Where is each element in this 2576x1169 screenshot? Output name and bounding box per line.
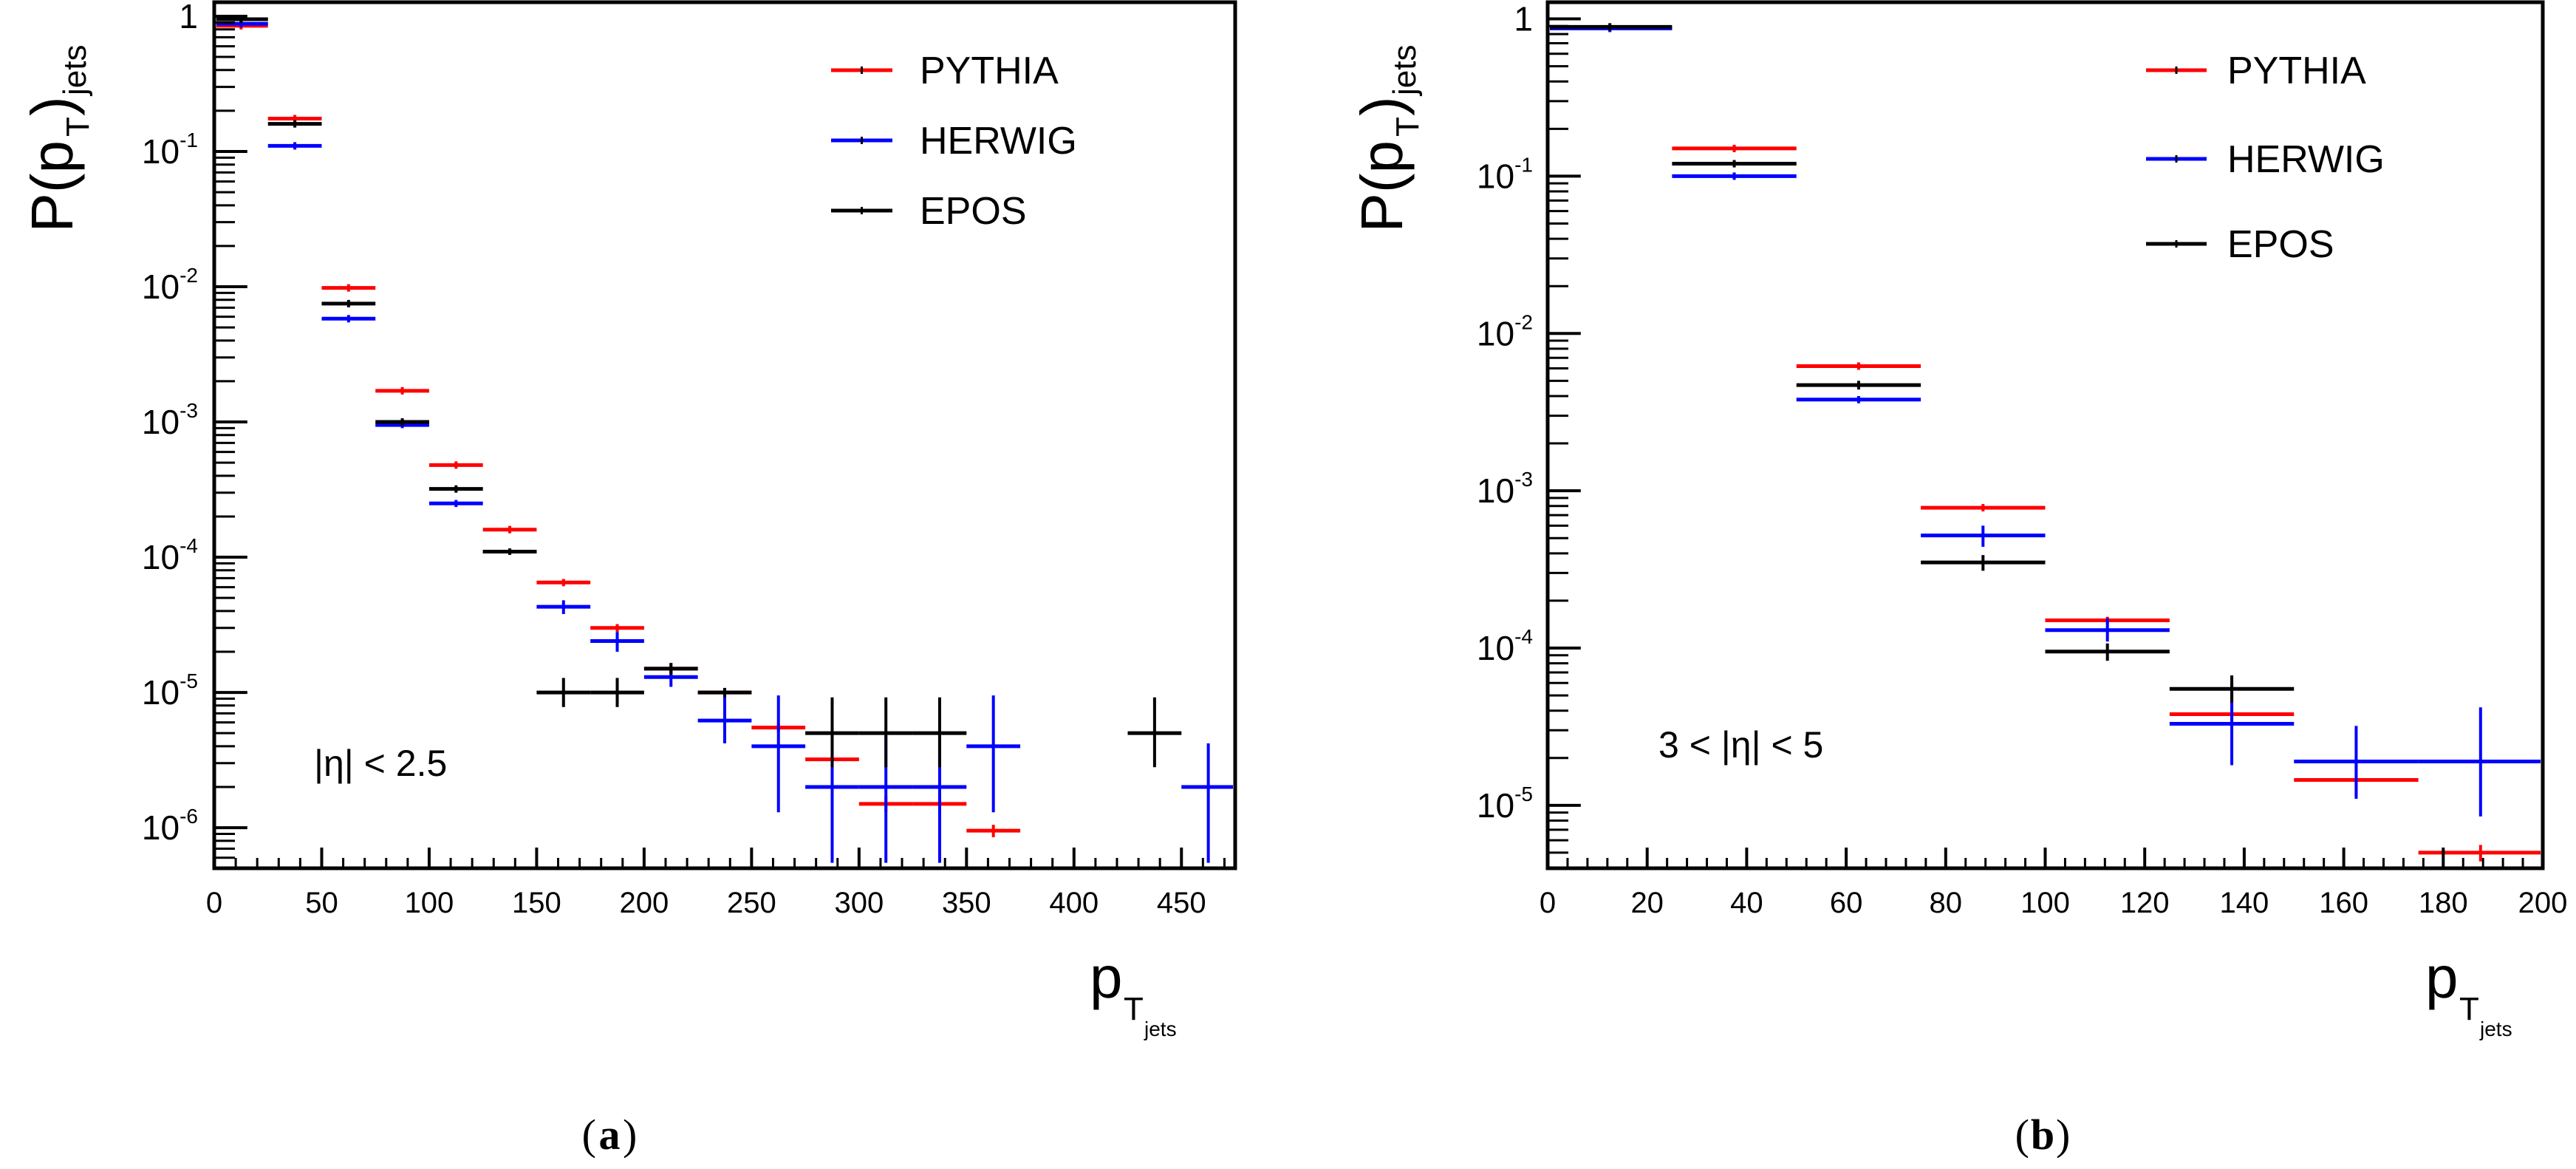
y-label-b-main: P(p <box>1349 140 1415 233</box>
x-tick-label-a-450: 450 <box>1157 887 1206 919</box>
chart-panel-a: 0 50 100 150 200 250 300 350 400 450 1 10-1 10-2 10-3… <box>19 0 1237 1159</box>
y-label-a-main: P(p <box>19 140 85 233</box>
chart-a-data <box>216 16 1233 863</box>
x-tick-label-a-250: 250 <box>727 887 776 919</box>
x-tick-label-b-20: 20 <box>1630 887 1664 919</box>
chart-b-y-axis-label: P(p T ) jets <box>1349 45 1426 233</box>
legend-b-herwig-label: HERWIG <box>2227 138 2385 181</box>
x-tick-label-a-300: 300 <box>834 887 884 919</box>
caption-b-letter: b <box>2031 1111 2054 1159</box>
y-tick-label-a--2: 10-2 <box>142 264 198 306</box>
caption-b: ( b ) <box>2015 1111 2071 1159</box>
x-tick-label-a-150: 150 <box>512 887 561 919</box>
legend-a-epos-label: EPOS <box>920 190 1027 233</box>
y-tick-label-a-0: 1 <box>179 0 198 35</box>
caption-a-open: ( <box>582 1111 596 1159</box>
caption-a: ( a ) <box>582 1111 638 1159</box>
caption-b-close: ) <box>2056 1111 2070 1159</box>
x-tick-label-b-200: 200 <box>2518 887 2568 919</box>
x-tick-label-b-0: 0 <box>1540 887 1556 919</box>
y-label-a-sub: T <box>60 117 96 137</box>
x-tick-label-b-60: 60 <box>1830 887 1863 919</box>
x-tick-label-a-50: 50 <box>305 887 338 919</box>
y-tick-label-b--4: 10-4 <box>1477 625 1533 667</box>
y-tick-label-b--3: 10-3 <box>1477 468 1533 510</box>
y-tick-label-a--5: 10-5 <box>142 669 198 712</box>
chart-b-data <box>1550 23 2541 862</box>
chart-b-x-axis-label: p T jets <box>2425 944 2512 1040</box>
x-label-b-sub: T <box>2459 991 2479 1027</box>
x-tick-label-a-350: 350 <box>942 887 991 919</box>
legend-b-epos-label: EPOS <box>2227 223 2334 266</box>
caption-a-close: ) <box>623 1111 637 1159</box>
x-tick-label-b-180: 180 <box>2419 887 2468 919</box>
x-tick-label-a-400: 400 <box>1049 887 1099 919</box>
y-tick-label-b--1: 10-1 <box>1477 153 1533 195</box>
y-tick-label-a--6: 10-6 <box>142 805 198 847</box>
chart-b-axes: 0 20 40 60 80 100 120 140 160 180 200 1 10-1 10-2 10-3… <box>1477 0 2567 919</box>
chart-a-y-axis-label: P(p T ) jets <box>19 45 96 233</box>
y-label-b-close: ) <box>1349 96 1415 116</box>
y-tick-label-a--4: 10-4 <box>142 534 198 576</box>
legend-b-pythia-label: PYTHIA <box>2227 50 2366 92</box>
x-tick-label-a-200: 200 <box>620 887 669 919</box>
y-tick-label-b--2: 10-2 <box>1477 310 1533 352</box>
legend-a-herwig-label: HERWIG <box>920 120 1077 163</box>
y-tick-label-a--3: 10-3 <box>142 399 198 441</box>
x-label-b-main: p <box>2425 944 2459 1010</box>
chart-panel-b: 0 20 40 60 80 100 120 140 160 180 200 1 10-1 10-2 10-3… <box>1349 0 2567 1159</box>
chart-a-legend: PYTHIA HERWIG EPOS <box>831 50 1077 233</box>
x-tick-label-b-40: 40 <box>1730 887 1763 919</box>
y-label-b-sub: T <box>1390 117 1426 137</box>
y-tick-label-a--1: 10-1 <box>142 129 198 171</box>
chart-b-eta-annotation: 3 < |η| < 5 <box>1658 724 1823 766</box>
caption-a-letter: a <box>599 1111 621 1159</box>
chart-a-x-axis-label: p T jets <box>1090 944 1177 1040</box>
y-tick-label-b--5: 10-5 <box>1477 783 1533 825</box>
x-tick-label-b-120: 120 <box>2120 887 2170 919</box>
legend-a-pythia-label: PYTHIA <box>920 50 1059 92</box>
x-tick-label-b-100: 100 <box>2020 887 2070 919</box>
x-tick-label-b-160: 160 <box>2319 887 2368 919</box>
x-tick-label-b-80: 80 <box>1930 887 1963 919</box>
x-tick-label-b-140: 140 <box>2220 887 2269 919</box>
x-label-a-sub: T <box>1124 991 1144 1027</box>
x-label-b-subsub: jets <box>2479 1018 2512 1040</box>
x-label-a-subsub: jets <box>1144 1018 1177 1040</box>
y-tick-label-b-0: 1 <box>1514 0 1533 38</box>
x-tick-label-a-0: 0 <box>206 887 222 919</box>
x-label-a-main: p <box>1090 944 1123 1010</box>
x-tick-label-a-100: 100 <box>405 887 454 919</box>
caption-b-open: ( <box>2015 1111 2029 1159</box>
y-label-b-subscript: jets <box>1387 45 1423 97</box>
y-label-a-close: ) <box>19 96 85 116</box>
chart-a-axes: 0 50 100 150 200 250 300 350 400 450 1 10-1 10-2 10-3… <box>142 0 1237 919</box>
y-label-a-subscript: jets <box>57 45 93 97</box>
chart-a-eta-annotation: |η| < 2.5 <box>314 743 447 784</box>
chart-b-legend: PYTHIA HERWIG EPOS <box>2146 50 2385 266</box>
